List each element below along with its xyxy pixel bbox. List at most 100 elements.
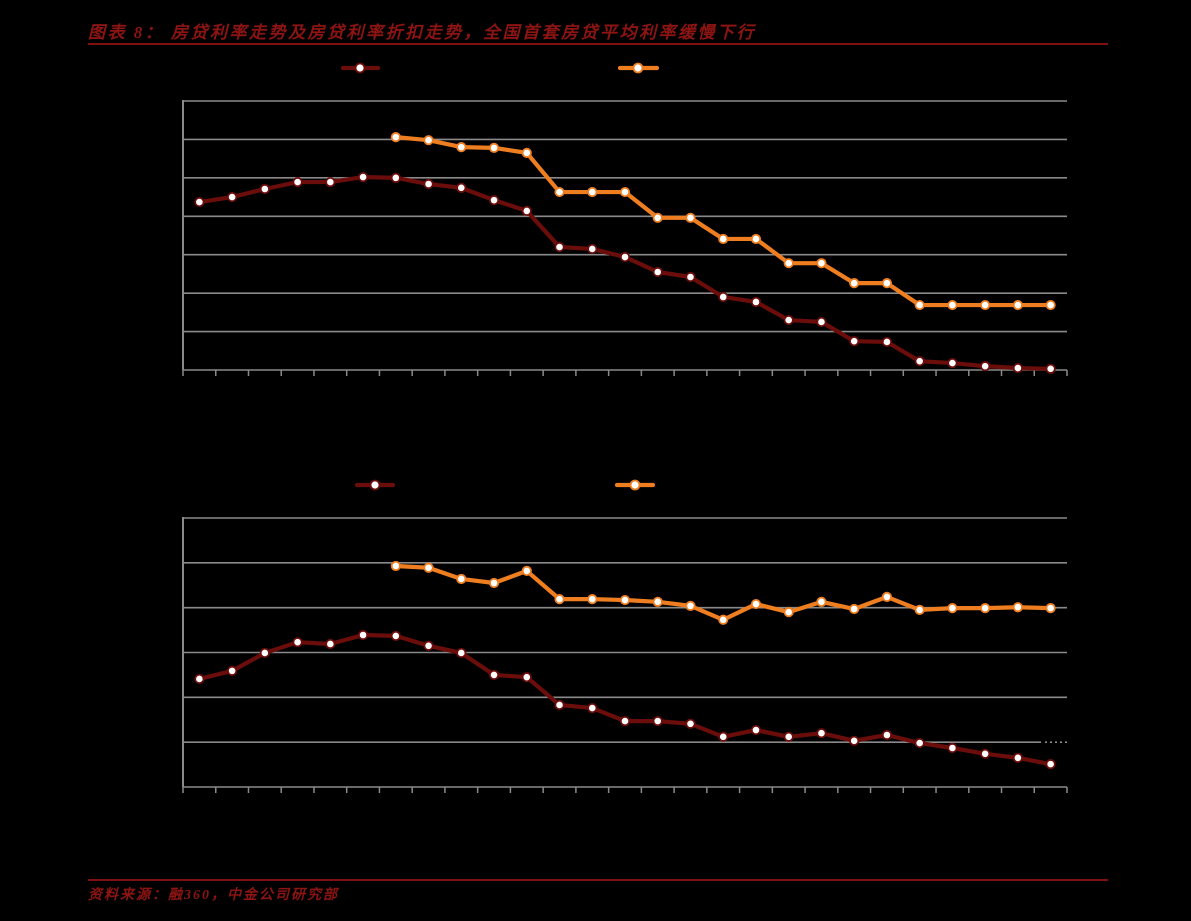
chart2-dark-red-series-marker [292,637,303,648]
chart1-legend-dark-red-series-marker [354,62,366,74]
chart2-dark-red-series-marker [587,702,598,714]
chart2-orange-series-marker [685,600,696,611]
chart1-orange-series-marker [783,258,794,269]
chart2-dark-red-series-marker [423,640,434,651]
figure-title: 图表 8： 房贷利率走势及房贷利率折扣走势，全国首套房贷平均利率缓慢下行 [88,23,756,42]
chart1-dark-red-series-marker [619,251,631,263]
chart2-dark-red-series-marker [718,731,729,742]
chart2-dark-red-series-marker [947,742,958,754]
chart2-dark-red-series-marker [619,715,631,727]
chart1-orange-series-line [393,135,1053,308]
chart2-orange-series-marker [390,560,401,572]
chart1-orange-series-marker [1045,299,1056,311]
chart2-orange-series-marker [554,594,565,605]
chart2-dark-red-series-marker [1012,752,1023,763]
source-note: 资料来源：融360，中金公司研究部 [88,888,339,903]
chart1-dark-red-series-marker [554,241,565,253]
chart2-orange-series-marker [1012,602,1023,613]
chart1-dark-red-series-marker [521,205,532,217]
chart2-dark-red-series-marker [881,729,893,741]
chart2-dark-red-series-marker [521,672,532,683]
chart1-orange-series-marker [947,299,958,311]
chart2-orange-series-marker [750,598,762,610]
chart1-dark-red-series-marker [750,296,762,308]
chart1-orange-series-marker [456,142,467,153]
chart1-orange-series-marker [587,186,598,198]
chart1-orange-series-marker [488,142,500,153]
chart2-orange-series-marker [881,591,893,603]
chart1-orange-series-marker [849,278,860,289]
chart1-orange-series-marker [390,132,401,143]
chart1-dark-red-series-marker [947,357,958,369]
chart1-dark-red-series-marker [325,176,336,188]
chart1-dark-red-series-marker [980,361,991,372]
chart1-orange-series-marker [816,258,827,269]
chart1-dark-red-series-marker [783,314,794,326]
chart2-orange-series-marker [816,596,827,607]
chart2-dark-red-series-marker [488,669,500,681]
chart1-dark-red-series-marker [488,195,500,206]
chart2-dark-red-series-marker [750,724,762,736]
chart1-dark-red-series-marker [849,336,860,347]
chart2-dark-red-series-marker [259,647,270,659]
chart2-orange-series-marker [783,607,794,618]
chart2-dark-red-series-marker [325,638,336,650]
chart2-orange-series-marker [849,603,860,615]
chart2-dark-red-series-marker [357,629,369,641]
chart1-orange-series-marker [718,233,729,245]
chart2-dark-red-series-marker [554,699,565,711]
chart1-orange-series-marker [423,135,434,146]
chart2-orange-series-marker [652,596,663,607]
chart1-orange-series-marker [652,212,663,223]
chart1-orange-series-marker [980,299,991,311]
chart2-dark-red-series-marker [914,737,925,749]
chart1-dark-red-series-marker [194,196,205,208]
chart2-dark-red-series-marker [390,630,401,642]
chart2-dark-red-series-marker [227,665,238,676]
chart1-dark-red-series-marker [816,316,827,328]
chart2-orange-series-marker [619,594,631,606]
chart1-dark-red-series-marker [718,291,729,303]
chart1-orange-series-marker [554,186,565,198]
chart2-dark-red-series-marker [194,673,205,685]
chart1-dark-red-series-marker [587,243,598,255]
chart1-dark-red-series-marker [652,266,663,278]
chart1-dark-red-series-marker [914,356,925,367]
chart2-orange-series-marker [423,562,434,573]
chart2-orange-series-marker [980,603,991,614]
chart1-dark-red-series-line [197,174,1053,371]
chart1-orange-series-marker [750,233,762,245]
chart1-orange-series-marker [1012,299,1023,311]
chart1-dark-red-series-marker [423,178,434,190]
chart1-orange-series-marker [685,212,696,223]
chart1-orange-series-marker [881,278,893,289]
chart2-orange-series-marker [718,614,729,625]
chart2-orange-series-marker [914,604,925,616]
chart2-legend-orange-series-marker [629,479,641,491]
chart1-dark-red-series-marker [357,171,369,183]
chart2-dark-red-series-marker [456,647,467,659]
chart2-dark-red-series-marker [849,735,860,746]
chart2-dark-red-series-marker [816,728,827,739]
chart2-legend-dark-red-series-marker [369,479,381,491]
chart1-dark-red-series-marker [227,191,238,203]
chart2-dark-red-series-marker [980,748,991,759]
chart2-dark-red-series-marker [1045,759,1056,770]
chart1-dark-red-series-marker [390,172,401,183]
chart1-orange-series-marker [914,299,925,311]
chart2-orange-series-marker [456,573,467,585]
chart1-dark-red-series-marker [1045,363,1056,374]
chart1-orange-series-marker [619,186,631,198]
title-divider [88,43,1108,45]
chart2-dark-red-series-marker [685,718,696,729]
footer-divider [88,879,1108,881]
chart2-dark-red-series-marker [783,731,794,742]
chart1-dark-red-series-marker [1012,362,1023,374]
chart2-orange-series-marker [947,603,958,614]
chart2-orange-series-marker [1045,603,1056,614]
chart1-dark-red-series-marker [881,336,893,348]
chart2-orange-series-marker [587,594,598,605]
chart1-dark-red-series-marker [456,182,467,193]
